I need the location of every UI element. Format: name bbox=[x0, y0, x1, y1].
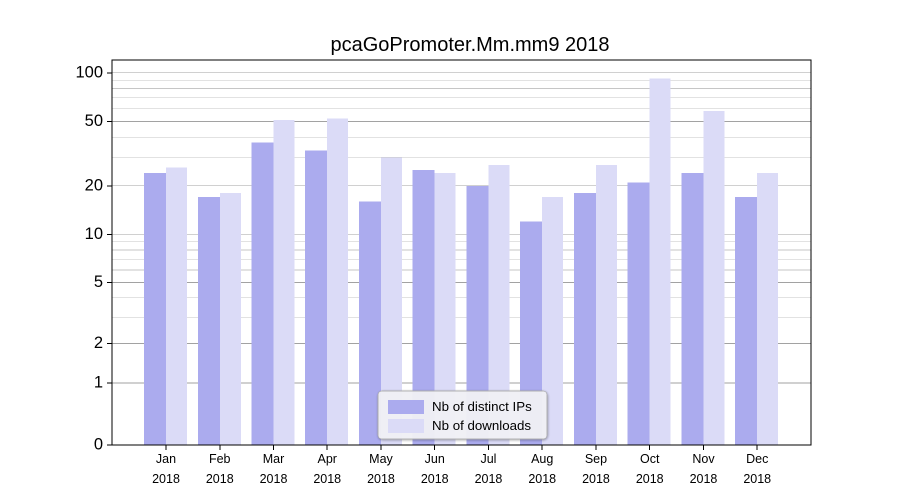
svg-text:Mar: Mar bbox=[263, 452, 285, 466]
svg-text:Jul: Jul bbox=[480, 452, 496, 466]
svg-text:50: 50 bbox=[85, 112, 103, 130]
svg-text:20: 20 bbox=[85, 176, 103, 194]
svg-text:Oct: Oct bbox=[640, 452, 660, 466]
svg-text:2018: 2018 bbox=[367, 472, 395, 486]
svg-text:Jun: Jun bbox=[425, 452, 445, 466]
svg-text:Apr: Apr bbox=[318, 452, 337, 466]
svg-text:2018: 2018 bbox=[743, 472, 771, 486]
svg-text:2018: 2018 bbox=[528, 472, 556, 486]
svg-text:2018: 2018 bbox=[313, 472, 341, 486]
svg-text:Aug: Aug bbox=[531, 452, 553, 466]
svg-text:Nb of distinct IPs: Nb of distinct IPs bbox=[432, 399, 532, 414]
svg-text:Feb: Feb bbox=[209, 452, 231, 466]
svg-text:2018: 2018 bbox=[206, 472, 234, 486]
svg-text:5: 5 bbox=[94, 273, 103, 291]
svg-text:Nov: Nov bbox=[692, 452, 715, 466]
svg-text:100: 100 bbox=[75, 63, 103, 81]
svg-text:1: 1 bbox=[94, 374, 103, 392]
svg-text:2: 2 bbox=[94, 334, 103, 352]
svg-text:2018: 2018 bbox=[421, 472, 449, 486]
svg-text:2018: 2018 bbox=[582, 472, 610, 486]
svg-text:2018: 2018 bbox=[475, 472, 503, 486]
svg-text:2018: 2018 bbox=[636, 472, 664, 486]
svg-text:Jan: Jan bbox=[156, 452, 176, 466]
svg-text:0: 0 bbox=[94, 436, 103, 454]
svg-text:2018: 2018 bbox=[152, 472, 180, 486]
svg-text:Sep: Sep bbox=[585, 452, 607, 466]
svg-text:2018: 2018 bbox=[690, 472, 718, 486]
svg-text:10: 10 bbox=[85, 225, 103, 243]
svg-text:Nb of downloads: Nb of downloads bbox=[432, 418, 531, 433]
svg-text:Dec: Dec bbox=[746, 452, 768, 466]
svg-text:pcaGoPromoter.Mm.mm9 2018: pcaGoPromoter.Mm.mm9 2018 bbox=[331, 34, 610, 56]
svg-text:2018: 2018 bbox=[260, 472, 288, 486]
svg-text:May: May bbox=[369, 452, 393, 466]
